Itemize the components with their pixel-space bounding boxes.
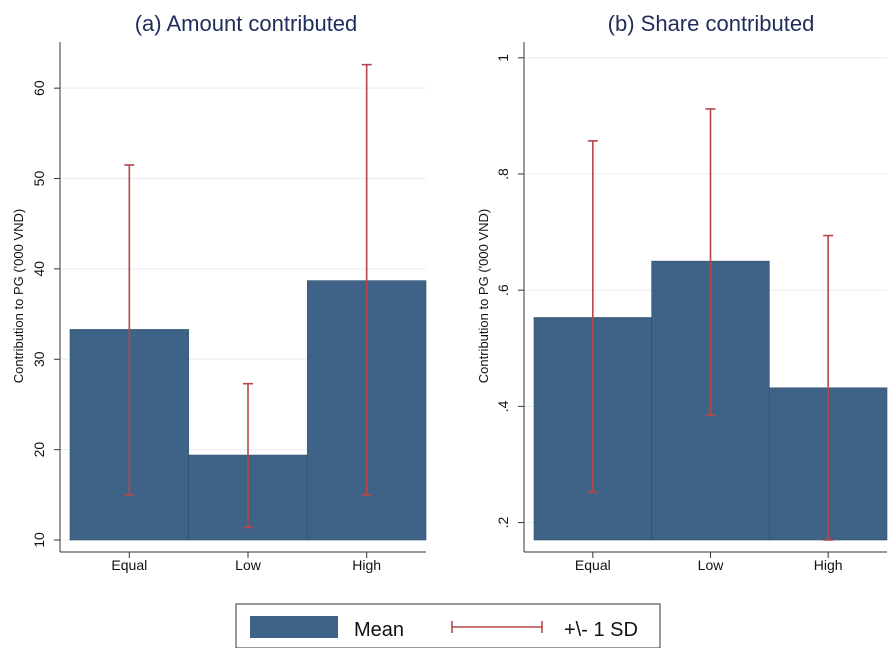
y-tick-label: 40 xyxy=(31,261,47,277)
legend-mean-label: Mean xyxy=(354,619,404,641)
y-tick-label: 10 xyxy=(31,532,47,548)
y-tick-label: 30 xyxy=(31,351,47,367)
y-tick-label: .6 xyxy=(495,284,511,296)
x-tick-label: Equal xyxy=(575,557,611,573)
x-tick-label: High xyxy=(814,557,843,573)
y-tick-label: 60 xyxy=(31,80,47,96)
y-tick-label: 50 xyxy=(31,171,47,187)
y-tick-label: .8 xyxy=(495,168,511,180)
x-tick-label: Low xyxy=(698,557,725,573)
y-tick-label: .2 xyxy=(495,517,511,529)
chart-title: (a) Amount contributed xyxy=(135,11,358,36)
legend: Mean +\- 1 SD xyxy=(235,603,661,648)
y-axis-label: Contribution to PG ('000 VND) xyxy=(11,209,26,383)
x-tick-label: High xyxy=(352,557,381,573)
legend-sd-label: +\- 1 SD xyxy=(564,619,638,641)
x-tick-label: Low xyxy=(235,557,262,573)
y-axis-label: Contribution to PG ('000 VND) xyxy=(476,209,491,383)
x-tick-label: Equal xyxy=(111,557,147,573)
chart-panel-amount-contributed: (a) Amount contributed Contribution to PG… xyxy=(11,11,427,573)
y-tick-label: .4 xyxy=(495,400,511,412)
y-tick-label: 1 xyxy=(495,54,511,62)
legend-mean-swatch xyxy=(250,616,338,638)
chart-title: (b) Share contributed xyxy=(608,11,815,36)
y-tick-label: 20 xyxy=(31,442,47,458)
chart-panel-share-contributed: (b) Share contributed Contribution to PG … xyxy=(476,11,888,573)
